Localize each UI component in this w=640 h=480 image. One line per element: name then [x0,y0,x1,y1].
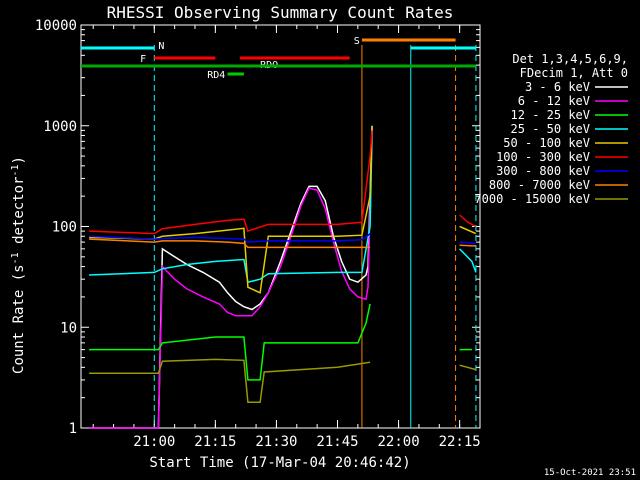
legend-entry: 300 - 800 keV [496,164,590,178]
legend: Det 1,3,4,5,6,9,FDecim 1, Att 03 - 6 keV… [474,52,628,206]
series-line [89,130,373,429]
axis-ticks: 21:00 21:15 21:30 21:45 22:00 22:15 1 10 100 1000… [35,18,481,450]
legend-entry: 6 - 12 keV [518,94,590,108]
y-axis-label-mid: detector [11,177,27,253]
plot-frame [80,24,481,429]
y-tick-label: 100 [52,220,77,236]
y-tick-label: 1 [69,421,77,437]
series-lines [89,125,477,429]
series-line [459,364,477,371]
series-line [89,358,371,404]
legend-header: FDecim 1, Att 0 [520,66,628,80]
y-tick-label: 10 [60,320,77,336]
plot-border [80,24,481,429]
legend-header: Det 1,3,4,5,6,9, [512,52,628,66]
y-axis-label: Count Rate (s-1 detector-1) [10,156,27,374]
series-line [89,303,371,381]
y-axis-label-end: ) [11,156,27,164]
y-tick-label: 10000 [35,18,77,34]
flag-label: N [158,41,164,52]
legend-entry: 100 - 300 keV [496,150,590,164]
series-line [459,244,476,247]
legend-entry: 3 - 6 keV [525,80,590,94]
x-tick-label: 21:15 [194,434,236,450]
legend-entry: 800 - 7000 keV [489,178,590,192]
legend-entry: 50 - 100 keV [503,136,590,150]
y-axis-label-main: Count Rate (s [11,264,27,374]
x-axis-label: Start Time (17-Mar-04 20:46:42) [149,455,410,471]
x-tick-label: 21:30 [255,434,297,450]
series-line [89,125,373,294]
legend-entry: 7000 - 15000 keV [474,192,590,206]
flag-bars: NFRDOSRD4 [81,36,476,81]
x-tick-label: 22:15 [439,434,481,450]
series-line [459,214,477,228]
legend-entry: 12 - 25 keV [511,108,590,122]
chart-title: RHESSI Observing Summary Count Rates [107,3,454,22]
series-line [89,130,373,284]
flag-label: RD4 [207,70,225,81]
y-axis-label-sup1: -1 [10,252,21,264]
y-axis-label-sup2: -1 [10,164,21,176]
series-line [89,232,371,243]
x-tick-label: 22:00 [377,434,419,450]
flag-label: S [354,36,360,47]
y-tick-label: 1000 [43,119,77,135]
series-line [459,248,477,273]
series-line [89,130,373,235]
flag-label: F [140,54,146,65]
series-line [459,225,477,235]
x-tick-label: 21:45 [316,434,358,450]
timestamp: 15-Oct-2021 23:51 [544,468,636,478]
series-line [89,125,373,429]
legend-entry: 25 - 50 keV [511,122,590,136]
series-line [89,238,371,249]
series-line [459,241,476,245]
x-tick-label: 21:00 [133,434,175,450]
